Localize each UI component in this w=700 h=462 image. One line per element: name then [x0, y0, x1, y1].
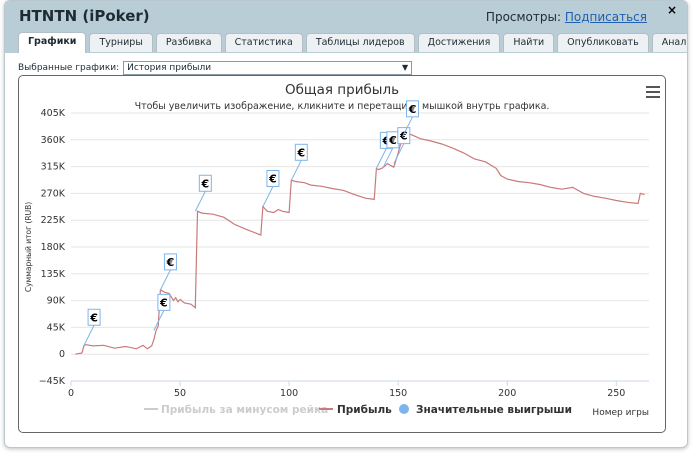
legend-net-profit-label: Прибыль за минусом рейка [161, 404, 328, 416]
legend-big-wins-swatch [399, 404, 409, 414]
big-win-flag [397, 127, 411, 145]
big-win-flag-label: € [159, 296, 168, 309]
big-win-flag-stem [375, 148, 387, 169]
legend-profit-label: Прибыль [337, 404, 392, 416]
chart-select[interactable]: История прибыли ▼ [123, 61, 413, 75]
menu-icon[interactable] [646, 86, 660, 98]
big-win-flag-label: € [89, 311, 98, 324]
close-icon[interactable]: × [666, 3, 677, 17]
y-tick-label: 225K [41, 215, 66, 226]
big-win-flag [198, 174, 212, 192]
tab-6[interactable]: Найти [503, 33, 555, 52]
y-tick-label: 360K [41, 135, 66, 146]
y-tick-label: 45K [47, 322, 66, 333]
big-win-flag-stem [402, 116, 413, 138]
legend-big-wins-label: Значительные выигрыши [416, 404, 572, 416]
big-win-flag [266, 170, 280, 188]
big-win-flag [157, 293, 171, 311]
big-win-flag-stem [159, 269, 171, 291]
tab-8[interactable]: Аналитика [651, 33, 687, 52]
subscribe-link[interactable]: Подписаться [564, 10, 647, 24]
big-win-flag-label: € [166, 256, 175, 269]
x-tick-label: 150 [389, 388, 407, 399]
big-win-flag-label: € [388, 134, 397, 147]
x-tick-label: 100 [280, 388, 298, 399]
chart-selector-label: Выбранные графики: [18, 63, 120, 73]
tab-bar: Графики Турниры Разбивка Статистика Таблицы … [18, 32, 687, 54]
y-tick-label: −45K [39, 376, 66, 387]
big-win-flag-stem [393, 143, 405, 164]
big-win-flag [294, 143, 308, 161]
big-win-flag-label: € [200, 177, 209, 190]
views-label: Просмотры: [485, 10, 562, 24]
chart-container[interactable]: Общая прибыль Чтобы увеличить изображение… [18, 75, 666, 433]
x-tick-label: 0 [68, 388, 74, 399]
profit-chart[interactable]: Общая прибыль Чтобы увеличить изображение… [19, 76, 665, 432]
y-axis-title: Суммарный итог (RUB) [24, 202, 33, 292]
tab-3[interactable]: Статистика [224, 33, 303, 52]
tab-1[interactable]: Турниры [89, 33, 153, 52]
tab-4[interactable]: Таблицы лидеров [305, 33, 415, 52]
dropdown-arrow-icon: ▼ [402, 63, 409, 72]
tab-7[interactable]: Опубликовать [557, 33, 649, 52]
x-tick-label: 250 [607, 388, 625, 399]
big-win-flag [163, 253, 177, 271]
big-win-flag [87, 308, 101, 326]
window-title: HTNTN (iPoker) [19, 7, 150, 25]
y-tick-label: 270K [41, 188, 66, 199]
chart-title: Общая прибыль [285, 82, 399, 98]
big-win-flag-stem [382, 147, 394, 169]
y-tick-label: 315K [41, 162, 66, 173]
y-tick-label: 90K [47, 296, 66, 307]
views-area: Просмотры: Подписаться [486, 10, 647, 24]
chart-selector-row: Выбранные графики: История прибыли ▼ [18, 61, 413, 75]
tab-5[interactable]: Достижения [417, 33, 501, 52]
big-win-flag-stem [153, 310, 165, 331]
y-tick-label: 135K [41, 269, 66, 280]
big-win-flag-stem [194, 191, 206, 212]
tab-2[interactable]: Разбивка [155, 33, 222, 52]
big-win-flag-label: € [408, 103, 417, 116]
y-tick-label: 405K [41, 108, 66, 119]
x-tick-label: 200 [498, 388, 516, 399]
big-win-flag-stem [290, 160, 302, 181]
chart-subtitle: Чтобы увеличить изображение, кликните и … [135, 101, 550, 112]
big-win-flag-stem [83, 325, 95, 346]
big-win-flag-label: € [268, 173, 277, 186]
big-win-flag-label: € [296, 146, 305, 159]
player-window: HTNTN (iPoker) Просмотры: Подписаться × … [4, 0, 688, 448]
big-win-flag-stem [262, 186, 274, 207]
y-tick-label: 0 [59, 349, 65, 360]
x-tick-label: 50 [174, 388, 186, 399]
y-tick-label: 180K [41, 242, 66, 253]
profit-series-line [75, 133, 645, 355]
x-axis-title: Номер игры [592, 408, 649, 418]
tab-0[interactable]: Графики [18, 32, 87, 53]
big-win-flag [406, 100, 420, 118]
chart-select-value: История прибыли [127, 63, 212, 73]
big-win-flag-label: € [382, 134, 391, 147]
